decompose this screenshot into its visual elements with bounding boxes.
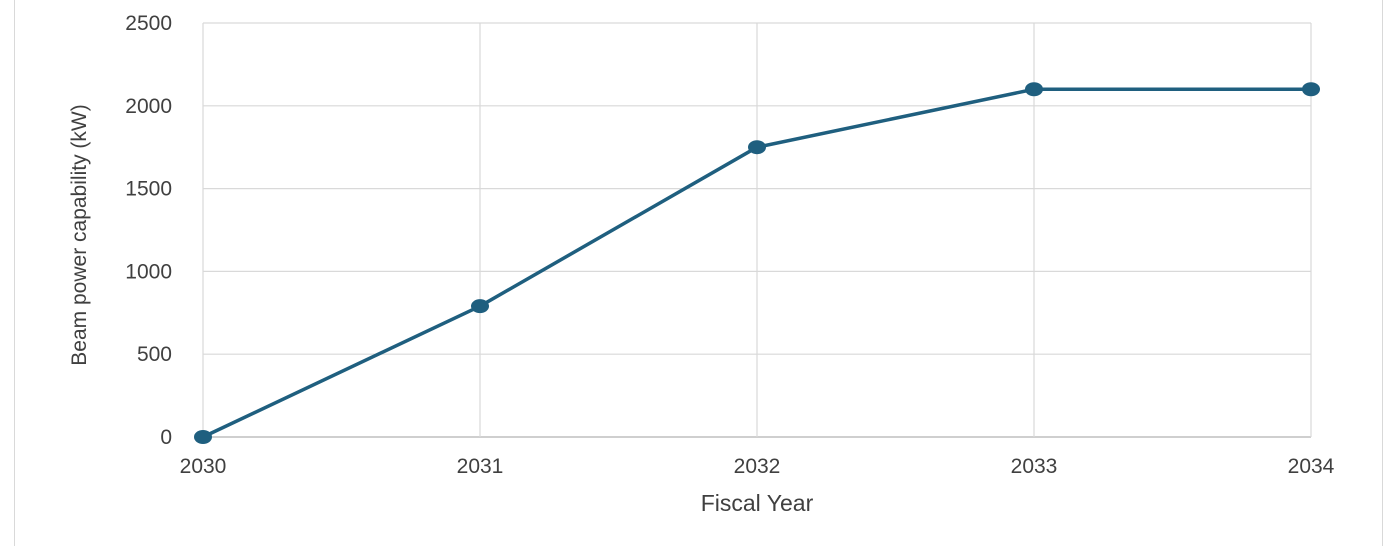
y-axis-title: Beam power capability (kW) bbox=[68, 104, 91, 365]
series-group bbox=[194, 82, 1320, 444]
y-tick-label: 500 bbox=[137, 343, 172, 366]
frame-left-border bbox=[14, 0, 15, 546]
x-tick-label: 2030 bbox=[180, 455, 227, 478]
y-tick-label: 2500 bbox=[125, 12, 172, 35]
x-tick-label: 2034 bbox=[1288, 455, 1335, 478]
y-tick-label: 2000 bbox=[125, 95, 172, 118]
x-axis-title: Fiscal Year bbox=[701, 490, 814, 516]
frame-right-border bbox=[1382, 0, 1383, 546]
data-point bbox=[1025, 82, 1043, 97]
data-point bbox=[471, 299, 489, 314]
x-tick-label: 2031 bbox=[457, 455, 504, 478]
data-point bbox=[1302, 82, 1320, 97]
data-point bbox=[194, 430, 212, 444]
x-tick-label: 2032 bbox=[734, 455, 781, 478]
y-tick-labels: 0 500 1000 1500 2000 2500 bbox=[125, 12, 172, 449]
y-tick-label: 0 bbox=[160, 426, 172, 449]
data-point bbox=[748, 140, 766, 155]
vertical-gridlines bbox=[202, 23, 1312, 437]
x-tick-label: 2033 bbox=[1011, 455, 1058, 478]
y-tick-label: 1500 bbox=[125, 178, 172, 201]
x-tick-labels: 2030 2031 2032 2033 2034 bbox=[180, 455, 1335, 478]
y-tick-label: 1000 bbox=[125, 260, 172, 283]
